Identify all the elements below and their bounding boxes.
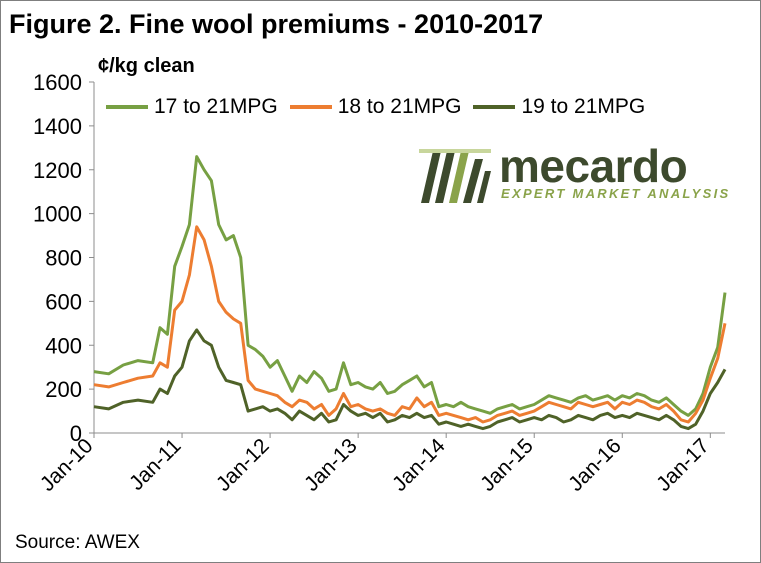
legend-item-17-21: 17 to 21MPG — [106, 95, 278, 119]
y-tick-label: 1000 — [33, 202, 82, 227]
y-axis-unit-label: ¢/kg clean — [98, 55, 195, 77]
y-tick-label: 1600 — [33, 70, 82, 95]
y-tick-label: 1400 — [33, 114, 82, 139]
legend-swatch-17-21 — [106, 105, 148, 109]
y-tick-label: 400 — [45, 333, 82, 358]
chart-legend: 17 to 21MPG 18 to 21MPG 19 to 21MPG — [106, 95, 645, 119]
y-tick-label: 1200 — [33, 158, 82, 183]
x-tick-label: Jan-11 — [125, 434, 186, 495]
source-note: Source: AWEX — [15, 532, 140, 553]
logo-wordmark: mecardo — [499, 140, 688, 192]
x-tick-label: Jan-15 — [476, 434, 538, 496]
y-tick-label: 600 — [45, 289, 82, 314]
legend-swatch-18-21 — [289, 105, 332, 109]
x-tick-label: Jan-16 — [564, 434, 626, 496]
y-tick-label: 800 — [45, 246, 82, 271]
legend-label-18-21: 18 to 21MPG — [337, 95, 462, 118]
legend-label-19-21: 19 to 21MPG — [521, 95, 646, 118]
legend-item-18-21: 18 to 21MPG — [289, 95, 462, 119]
bar-stripes-icon — [419, 149, 491, 203]
y-tick-label: 200 — [45, 377, 82, 402]
x-tick-label: Jan-17 — [652, 434, 714, 496]
series-line-19-21 — [93, 328, 727, 431]
logo-tagline: EXPERT MARKET ANALYSIS — [501, 186, 731, 201]
x-tick-label: Jan-13 — [300, 434, 362, 496]
series-line-18-21 — [93, 225, 727, 424]
chart-title: Figure 2. Fine wool premiums - 2010-2017 — [9, 9, 544, 39]
legend-label-17-21: 17 to 21MPG — [154, 95, 278, 118]
x-tick-label: Jan-12 — [212, 434, 274, 496]
x-tick-label: Jan-14 — [388, 434, 450, 496]
legend-swatch-19-21 — [473, 105, 516, 109]
y-tick-label: 0 — [70, 421, 82, 446]
mecardo-logo: mecardo EXPERT MARKET ANALYSIS — [419, 140, 728, 205]
legend-item-19-21: 19 to 21MPG — [473, 95, 645, 119]
x-tick-label: Jan-10 — [36, 434, 98, 496]
series-line-17-21 — [93, 155, 727, 417]
